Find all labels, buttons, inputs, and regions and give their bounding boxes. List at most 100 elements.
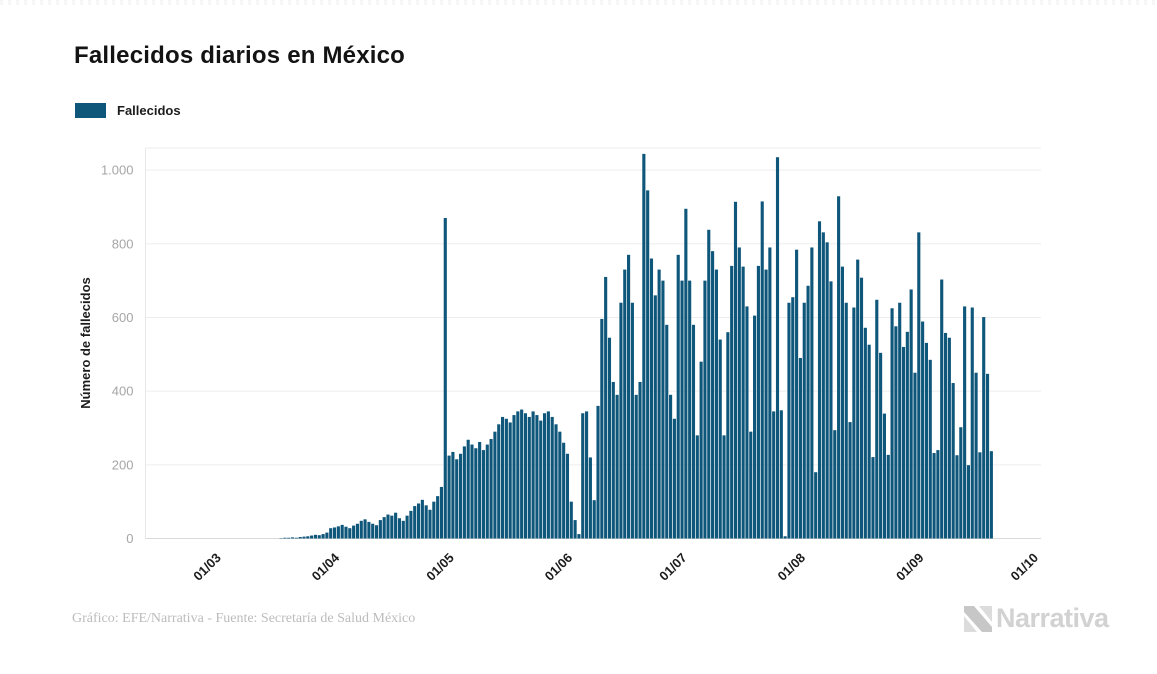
bar xyxy=(649,258,654,539)
bar xyxy=(936,450,940,539)
bar xyxy=(833,430,837,539)
bar xyxy=(638,381,642,539)
bar xyxy=(481,450,486,539)
bar xyxy=(485,444,489,539)
bar xyxy=(455,459,459,539)
bar xyxy=(623,269,627,539)
bar xyxy=(287,537,291,539)
bar xyxy=(879,352,883,539)
bar xyxy=(310,535,314,539)
bar xyxy=(520,409,524,539)
bar xyxy=(963,306,967,539)
bars-series-fallecidos xyxy=(279,153,993,539)
bar xyxy=(420,499,424,539)
bar xyxy=(386,514,390,539)
bar xyxy=(924,342,928,539)
bar xyxy=(523,413,528,539)
bar xyxy=(321,534,325,539)
bar xyxy=(711,251,715,539)
bar xyxy=(527,416,531,539)
bar xyxy=(917,232,921,539)
bar xyxy=(382,517,386,539)
bar xyxy=(806,285,810,539)
bar xyxy=(840,266,844,539)
bar xyxy=(707,229,711,539)
bar xyxy=(493,431,497,539)
bar xyxy=(359,520,363,539)
bar xyxy=(921,321,925,539)
x-axis-tick-label: 01/10 xyxy=(1008,550,1042,584)
bar xyxy=(695,435,699,539)
bar xyxy=(439,486,444,539)
bar xyxy=(798,357,802,539)
bar xyxy=(722,435,726,539)
bar xyxy=(413,506,417,539)
bar xyxy=(825,242,829,539)
bar xyxy=(497,424,501,539)
bar xyxy=(691,324,696,539)
bar xyxy=(955,455,959,539)
bar xyxy=(546,411,550,539)
bar xyxy=(875,299,879,539)
bar xyxy=(317,535,321,539)
bar xyxy=(458,453,463,539)
bar xyxy=(581,413,585,539)
x-axis-tick-label: 01/08 xyxy=(775,550,809,584)
bar xyxy=(730,265,734,539)
bar xyxy=(913,372,917,539)
bar xyxy=(985,373,990,539)
bar xyxy=(313,534,317,539)
bar xyxy=(837,196,841,539)
bar xyxy=(768,247,772,539)
bar xyxy=(940,279,944,539)
bar xyxy=(867,344,871,539)
bar xyxy=(290,537,295,539)
bar xyxy=(890,308,894,539)
bar xyxy=(726,332,730,539)
bar xyxy=(863,327,867,539)
bar xyxy=(676,254,680,539)
x-axis-tick-label: 01/09 xyxy=(893,550,927,584)
x-axis-tick-label: 01/05 xyxy=(423,550,457,584)
bar xyxy=(470,444,474,539)
bar xyxy=(397,518,402,539)
narrativa-logo-icon xyxy=(964,605,992,632)
bar xyxy=(882,413,886,539)
page-title: Fallecidos diarios en México xyxy=(74,42,406,69)
bar xyxy=(932,453,936,539)
bar xyxy=(569,501,573,539)
bar xyxy=(348,528,352,539)
bar xyxy=(688,280,692,539)
bar xyxy=(432,501,436,539)
bar xyxy=(611,381,615,539)
bar xyxy=(737,247,741,539)
bar xyxy=(821,232,825,539)
y-axis-tick-label: 1.000 xyxy=(101,163,134,178)
bar xyxy=(795,249,799,539)
bar xyxy=(772,411,776,539)
bar xyxy=(374,525,379,539)
x-axis-tick-label: 01/07 xyxy=(656,550,690,584)
bar xyxy=(653,295,657,539)
bar xyxy=(943,332,948,539)
bar xyxy=(627,254,631,539)
bar xyxy=(390,515,394,539)
bar xyxy=(901,346,906,539)
bar xyxy=(401,520,405,539)
x-axis-tick-label: 01/06 xyxy=(542,550,576,584)
bar xyxy=(306,536,310,539)
bar xyxy=(478,441,482,539)
brand-name: Narrativa xyxy=(996,603,1109,633)
bar xyxy=(367,521,371,539)
top-edge-artifact xyxy=(0,0,1157,5)
legend-label: Fallecidos xyxy=(117,103,181,118)
bar xyxy=(630,302,634,539)
bar xyxy=(928,359,932,539)
bar xyxy=(508,422,512,539)
bar xyxy=(852,307,856,539)
bar xyxy=(634,394,638,539)
bar xyxy=(665,324,669,539)
bar xyxy=(642,153,646,539)
